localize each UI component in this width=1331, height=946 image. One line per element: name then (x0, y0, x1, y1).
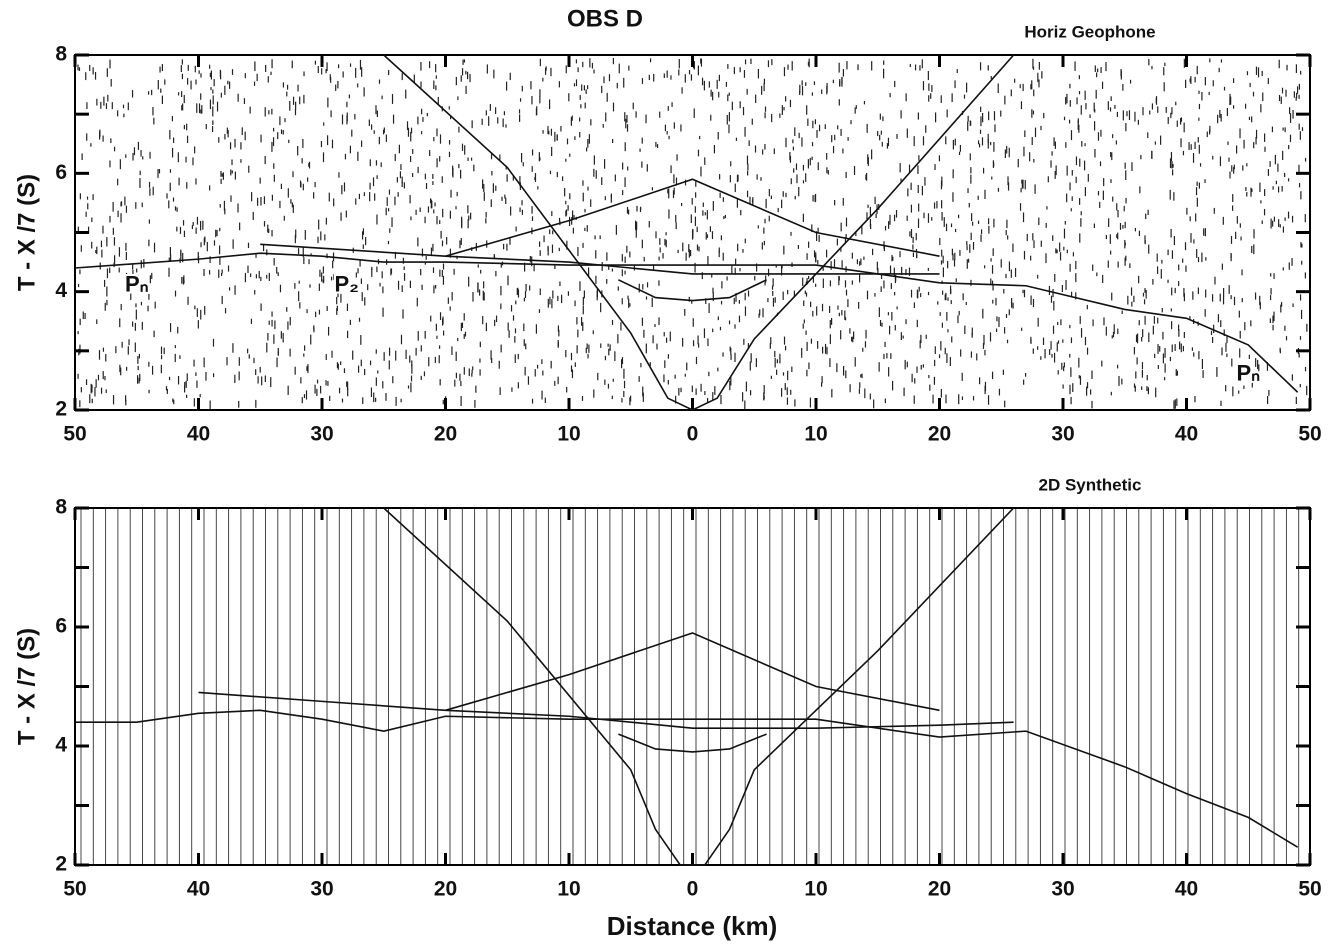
travel-time-curve (383, 54, 1015, 411)
travel-time-curve (260, 243, 940, 275)
chart-title: OBS D (567, 5, 643, 32)
x-tick-label: 30 (310, 878, 333, 901)
y-tick-label: 6 (55, 615, 67, 638)
y-axis-label: T - X /7 (S) (13, 174, 40, 291)
phase-label: Pₙ (1237, 360, 1261, 385)
y-tick-label: 6 (55, 161, 67, 184)
x-tick-label: 50 (1298, 878, 1321, 901)
x-tick-label: 10 (557, 423, 580, 446)
travel-time-curve (445, 178, 940, 257)
x-tick-label: 0 (687, 878, 699, 901)
phase-label: P₂ (334, 272, 358, 297)
x-tick-label: 40 (1175, 878, 1198, 901)
travel-time-curve (618, 733, 767, 753)
x-tick-label: 50 (63, 423, 86, 446)
x-tick-label: 10 (557, 878, 580, 901)
y-tick-label: 2 (55, 398, 67, 421)
x-tick-label: 20 (434, 423, 457, 446)
x-tick-label: 30 (310, 423, 333, 446)
x-axis-label: Distance (km) (607, 911, 778, 941)
x-tick-label: 40 (187, 423, 210, 446)
x-tick-label: 10 (804, 878, 827, 901)
travel-time-curve (618, 279, 767, 302)
travel-time-curve (383, 507, 1015, 866)
x-tick-label: 20 (928, 423, 951, 446)
panel-subtitle: 2D Synthetic (1039, 475, 1142, 494)
y-tick-label: 2 (55, 853, 67, 876)
x-tick-label: 10 (804, 423, 827, 446)
y-tick-label: 8 (55, 496, 67, 519)
x-tick-label: 40 (187, 878, 210, 901)
plot-frame (74, 507, 1311, 866)
x-tick-label: 20 (434, 878, 457, 901)
x-tick-label: 0 (687, 423, 699, 446)
travel-time-curve (75, 709, 1299, 848)
travel-time-curve (445, 632, 940, 712)
panel-subtitle: Horiz Geophone (1024, 22, 1155, 41)
phase-label: Pₙ (125, 272, 149, 297)
x-tick-label: 50 (63, 878, 86, 901)
travel-time-curve (74, 252, 1299, 393)
x-tick-label: 30 (1051, 423, 1074, 446)
x-tick-label: 20 (928, 878, 951, 901)
x-tick-label: 40 (1175, 423, 1198, 446)
y-tick-label: 4 (55, 734, 67, 757)
x-tick-label: 50 (1298, 423, 1321, 446)
travel-time-curve (198, 691, 1014, 729)
y-tick-label: 4 (55, 279, 67, 302)
x-tick-label: 30 (1051, 878, 1074, 901)
y-axis-label: T - X /7 (S) (13, 628, 40, 745)
y-tick-label: 8 (55, 43, 67, 66)
